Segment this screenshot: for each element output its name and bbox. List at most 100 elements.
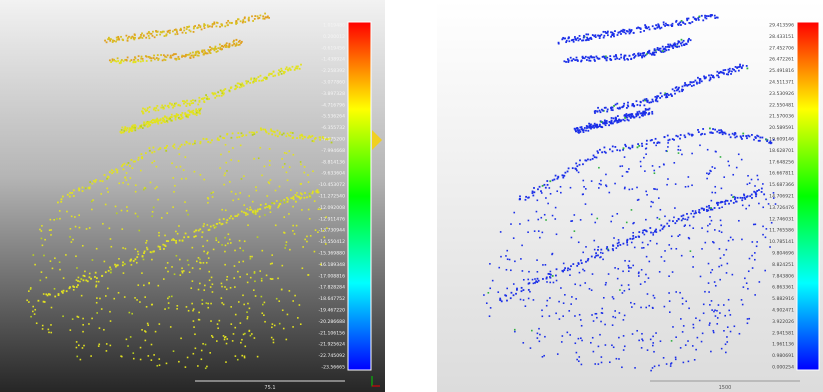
point	[580, 61, 582, 63]
point	[254, 18, 256, 20]
point	[698, 211, 700, 213]
point	[258, 157, 260, 159]
point	[252, 20, 254, 22]
point	[290, 69, 292, 71]
point	[146, 247, 148, 249]
point	[726, 249, 728, 251]
point	[554, 218, 556, 220]
point	[105, 271, 107, 273]
point	[537, 200, 539, 202]
point	[286, 339, 288, 341]
point	[664, 50, 666, 52]
point	[147, 248, 149, 250]
point	[689, 22, 691, 24]
point	[679, 91, 681, 93]
point	[244, 357, 246, 359]
scale-label: -7.994668	[321, 148, 345, 154]
point	[582, 56, 584, 58]
point	[552, 179, 554, 181]
point	[643, 52, 645, 54]
point	[706, 15, 708, 17]
point	[765, 199, 767, 201]
point	[657, 26, 659, 28]
point	[279, 132, 281, 134]
point	[157, 199, 159, 201]
point	[101, 275, 103, 277]
point	[76, 267, 78, 269]
point	[641, 145, 643, 147]
scale-label: 0.200012	[323, 34, 345, 40]
point	[688, 18, 690, 20]
point	[616, 57, 618, 59]
point	[215, 226, 217, 228]
point	[184, 201, 186, 203]
point	[723, 176, 725, 178]
point	[261, 296, 263, 298]
point	[758, 189, 760, 191]
point	[158, 235, 160, 237]
point	[140, 347, 142, 349]
point	[718, 129, 720, 131]
point	[63, 277, 65, 279]
point	[286, 172, 288, 174]
point	[687, 217, 689, 219]
point	[229, 217, 231, 219]
point	[76, 341, 78, 343]
point	[230, 323, 232, 325]
point	[702, 128, 704, 130]
scale-label: -10.453072	[319, 182, 346, 188]
point	[246, 83, 248, 85]
point	[696, 82, 698, 84]
point	[693, 84, 695, 86]
point	[605, 344, 607, 346]
point	[285, 244, 287, 246]
point	[720, 202, 722, 204]
point	[276, 298, 278, 300]
point	[281, 70, 283, 72]
point	[592, 158, 594, 160]
point	[705, 77, 707, 79]
point	[156, 105, 158, 107]
scale-label: 3.922026	[772, 319, 794, 325]
point	[592, 273, 594, 275]
point	[506, 250, 508, 252]
point	[269, 207, 271, 209]
point	[223, 335, 225, 337]
point	[618, 358, 620, 360]
point	[768, 203, 770, 205]
point	[506, 288, 508, 290]
point	[549, 187, 551, 189]
point	[202, 303, 204, 305]
point	[214, 49, 216, 51]
point	[598, 58, 600, 60]
point	[532, 191, 534, 193]
point	[687, 340, 689, 342]
point	[596, 313, 598, 315]
point	[109, 266, 111, 268]
point	[624, 59, 626, 61]
point	[216, 22, 218, 24]
point	[296, 225, 298, 227]
point	[588, 127, 590, 129]
point	[601, 151, 603, 153]
point	[58, 294, 60, 296]
point	[616, 247, 618, 249]
point	[249, 82, 251, 84]
point	[277, 278, 279, 280]
point	[700, 276, 702, 278]
point	[172, 30, 174, 32]
point	[113, 298, 115, 300]
point	[643, 30, 645, 32]
point	[668, 225, 670, 227]
point	[579, 164, 581, 166]
point	[138, 230, 140, 232]
point	[668, 49, 670, 51]
point	[137, 216, 139, 218]
point	[609, 55, 611, 57]
point	[127, 40, 129, 42]
point	[579, 131, 581, 133]
point	[117, 57, 119, 59]
point	[500, 256, 502, 258]
point	[62, 315, 64, 317]
point	[668, 292, 670, 294]
